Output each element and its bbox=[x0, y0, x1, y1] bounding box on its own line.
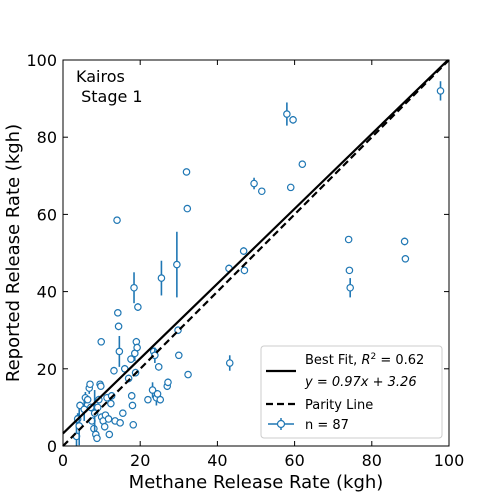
data-points bbox=[72, 81, 445, 446]
data-point bbox=[133, 343, 141, 352]
legend-fit-label: Best Fit, R2 = 0.62 bbox=[305, 352, 424, 368]
data-point bbox=[114, 322, 123, 331]
data-point bbox=[164, 378, 172, 387]
data-point bbox=[298, 160, 307, 169]
parity-line bbox=[62, 59, 450, 447]
legend-points-marker bbox=[276, 419, 286, 429]
data-point bbox=[344, 235, 353, 244]
data-point bbox=[110, 366, 118, 375]
data-point bbox=[157, 274, 166, 282]
y-tick-label: 40 bbox=[37, 283, 57, 302]
data-point bbox=[183, 204, 192, 213]
annotation-line-2: Stage 1 bbox=[76, 87, 143, 106]
data-point bbox=[114, 309, 122, 317]
legend-points-label: n = 87 bbox=[305, 418, 349, 433]
data-point bbox=[257, 187, 266, 196]
legend-fit-prefix: Best Fit, bbox=[305, 353, 361, 368]
data-point bbox=[97, 337, 106, 346]
data-point bbox=[173, 260, 181, 269]
data-point bbox=[119, 409, 127, 417]
data-point bbox=[105, 430, 114, 439]
data-point bbox=[115, 347, 124, 356]
data-point bbox=[129, 420, 138, 429]
axis-ticks: 0 20 40 60 80 100 0 20 40 60 80 100 bbox=[26, 51, 464, 470]
data-point bbox=[184, 370, 192, 379]
data-point bbox=[436, 87, 445, 95]
data-point bbox=[175, 351, 183, 360]
x-tick-label: 80 bbox=[362, 451, 382, 470]
data-point bbox=[134, 303, 142, 311]
data-point bbox=[107, 399, 115, 408]
data-point bbox=[283, 110, 291, 118]
trend-lines bbox=[62, 59, 450, 447]
legend-r2-exponent: 2 bbox=[370, 352, 376, 362]
data-point bbox=[156, 395, 165, 404]
data-point bbox=[154, 363, 163, 371]
y-tick-label: 80 bbox=[37, 128, 57, 147]
y-axis-label: Reported Release Rate (kgh) bbox=[3, 124, 24, 382]
data-point bbox=[97, 382, 105, 390]
data-point bbox=[128, 401, 137, 410]
x-tick-label: 100 bbox=[434, 451, 465, 470]
data-point bbox=[401, 254, 410, 263]
legend-fit-equation: y = 0.97x + 3.26 bbox=[304, 375, 417, 390]
data-point bbox=[83, 395, 92, 404]
data-point bbox=[240, 266, 249, 275]
y-tick-label: 20 bbox=[37, 360, 57, 379]
data-point bbox=[400, 237, 409, 246]
data-point bbox=[86, 380, 94, 389]
data-point bbox=[113, 216, 121, 224]
legend-box bbox=[260, 345, 443, 439]
data-point bbox=[239, 247, 248, 255]
data-point bbox=[116, 419, 124, 427]
data-point bbox=[93, 434, 101, 443]
x-axis-label: Methane Release Rate (kgh) bbox=[129, 472, 384, 493]
y-tick-label: 60 bbox=[37, 205, 57, 224]
data-point bbox=[182, 168, 191, 176]
legend-parity-label: Parity Line bbox=[305, 398, 373, 413]
legend-r2-value: = 0.62 bbox=[376, 353, 424, 368]
legend-r2-symbol: R bbox=[361, 353, 370, 368]
y-tick-label: 100 bbox=[26, 51, 57, 70]
data-point bbox=[130, 283, 138, 292]
best-fit-line bbox=[62, 59, 449, 435]
data-point bbox=[104, 415, 113, 423]
data-point bbox=[225, 359, 234, 367]
x-tick-label: 0 bbox=[58, 451, 68, 470]
x-tick-label: 40 bbox=[207, 451, 227, 470]
data-point bbox=[286, 183, 295, 192]
y-tick-label: 0 bbox=[47, 437, 57, 456]
data-point bbox=[289, 116, 297, 124]
data-point bbox=[127, 392, 136, 400]
annotation-line-1: Kairos bbox=[76, 67, 125, 86]
data-point bbox=[127, 355, 135, 363]
plot-frame bbox=[62, 59, 450, 447]
legend: Best Fit, R2 = 0.62 y = 0.97x + 3.26 Par… bbox=[260, 345, 443, 439]
data-point bbox=[345, 266, 354, 275]
x-tick-label: 20 bbox=[130, 451, 150, 470]
data-point bbox=[346, 283, 354, 292]
data-point bbox=[93, 403, 102, 412]
x-tick-label: 60 bbox=[284, 451, 304, 470]
data-point bbox=[144, 395, 152, 404]
data-point bbox=[250, 179, 258, 188]
data-point bbox=[100, 422, 109, 431]
